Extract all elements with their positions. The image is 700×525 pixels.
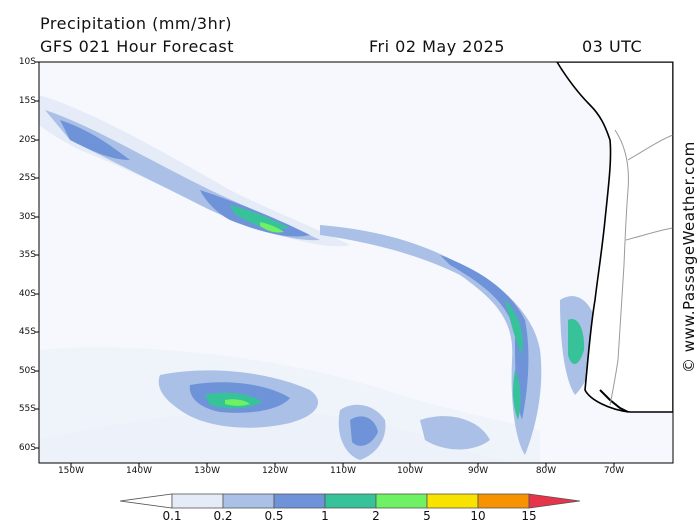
forecast-date: Fri 02 May 2025 — [369, 37, 505, 56]
colorbar-label-0.5: 0.5 — [264, 509, 284, 523]
colorbar-label-1: 1 — [321, 509, 329, 523]
map-title: Precipitation (mm/3hr) — [40, 14, 233, 33]
lat-label-50s: 50S — [18, 366, 36, 376]
forecast-label: GFS 021 Hour Forecast — [40, 37, 235, 56]
forecast-time: 03 UTC — [582, 37, 643, 56]
lat-label-30s: 30S — [18, 212, 36, 222]
map-frame — [38, 61, 674, 464]
lat-label-20s: 20S — [18, 135, 36, 145]
lon-label-90w: 90W — [467, 466, 489, 476]
map-field — [39, 62, 673, 463]
lat-label-40s: 40S — [18, 289, 36, 299]
colorbar-label-2: 2 — [372, 509, 380, 523]
map-ticks — [35, 61, 615, 467]
lon-label-130w: 130W — [193, 466, 221, 476]
colorbar-label-10: 10 — [470, 509, 486, 523]
site-credit: © www.PassageWeather.com — [680, 141, 698, 373]
colorbar-label-0.1: 0.1 — [162, 509, 182, 523]
colorbar-label-15: 15 — [521, 509, 537, 523]
lon-label-110w: 110W — [329, 466, 357, 476]
lon-label-140w: 140W — [125, 466, 153, 476]
lon-label-120w: 120W — [261, 466, 289, 476]
colorbar-label-0.2: 0.2 — [213, 509, 233, 523]
lat-label-15s: 15S — [18, 96, 36, 106]
lat-label-35s: 35S — [18, 250, 36, 260]
lon-label-150w: 150W — [57, 466, 85, 476]
lon-label-70w: 70W — [603, 466, 625, 476]
lat-label-60s: 60S — [18, 443, 36, 453]
lat-label-55s: 55S — [18, 404, 36, 414]
lat-label-25s: 25S — [18, 173, 36, 183]
colorbar-label-5: 5 — [423, 509, 431, 523]
colorbar — [119, 493, 581, 509]
lat-label-45s: 45S — [18, 327, 36, 337]
lon-label-80w: 80W — [535, 466, 557, 476]
lon-label-100w: 100W — [396, 466, 424, 476]
lat-label-10s: 10S — [18, 57, 36, 67]
